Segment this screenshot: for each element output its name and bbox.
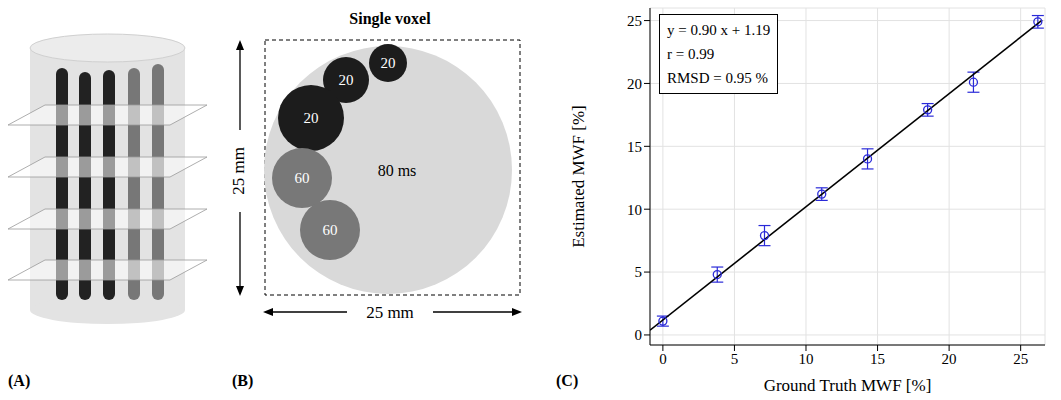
svg-text:60: 60 xyxy=(295,170,310,186)
svg-text:Single voxel: Single voxel xyxy=(349,10,431,28)
html-text:(B): (B) xyxy=(232,372,254,389)
svg-text:80 ms: 80 ms xyxy=(378,162,417,179)
html-text:(A): (A) xyxy=(8,372,31,389)
svg-text:10: 10 xyxy=(627,202,642,218)
svg-text:20: 20 xyxy=(942,351,957,367)
svg-text:25 mm: 25 mm xyxy=(229,147,248,195)
svg-text:0: 0 xyxy=(635,327,643,343)
svg-text:15: 15 xyxy=(870,351,885,367)
html-text:(C): (C) xyxy=(556,372,579,389)
svg-text:20: 20 xyxy=(627,76,642,92)
html-text:y = 0.90 x + 1.19: y = 0.90 x + 1.19 xyxy=(667,22,771,38)
svg-text:20: 20 xyxy=(381,55,396,71)
svg-text:25: 25 xyxy=(627,13,642,29)
html-text:r = 0.99: r = 0.99 xyxy=(667,46,715,62)
svg-text:5: 5 xyxy=(731,351,739,367)
svg-text:Estimated MWF [%]: Estimated MWF [%] xyxy=(569,105,588,248)
svg-text:20: 20 xyxy=(304,110,319,126)
html-text:RMSD = 0.95 %: RMSD = 0.95 % xyxy=(667,70,768,86)
svg-text:25: 25 xyxy=(1013,351,1028,367)
svg-text:5: 5 xyxy=(635,264,643,280)
svg-text:15: 15 xyxy=(627,139,642,155)
svg-text:20: 20 xyxy=(339,72,354,88)
svg-text:10: 10 xyxy=(798,351,813,367)
svg-text:60: 60 xyxy=(323,222,338,238)
svg-text:25 mm: 25 mm xyxy=(366,303,414,322)
svg-text:0: 0 xyxy=(659,351,667,367)
svg-text:Ground Truth MWF [%]: Ground Truth MWF [%] xyxy=(764,376,932,395)
